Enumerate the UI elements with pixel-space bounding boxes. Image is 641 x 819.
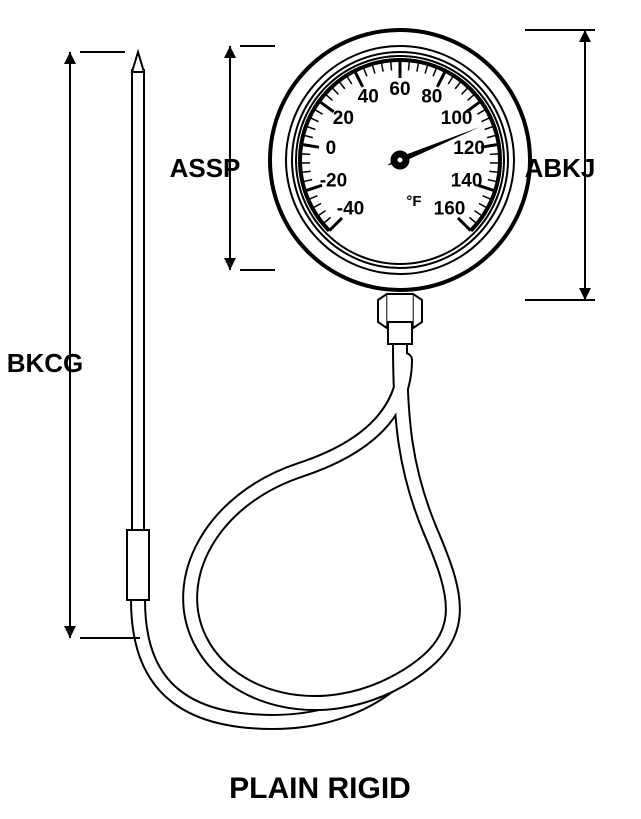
- svg-text:20: 20: [333, 108, 354, 129]
- svg-text:140: 140: [451, 171, 483, 192]
- svg-text:ABKJ: ABKJ: [525, 153, 596, 183]
- svg-text:ASSP: ASSP: [170, 153, 241, 183]
- svg-text:100: 100: [441, 108, 473, 129]
- diagram: -40 -20 0 2040 60 80100 120 140 160 °F BKCG ASSP ABK…: [0, 0, 641, 819]
- svg-text:0: 0: [326, 138, 337, 159]
- svg-text:-40: -40: [337, 199, 364, 220]
- svg-text:80: 80: [421, 87, 442, 108]
- svg-text:40: 40: [358, 87, 379, 108]
- dim-assp: ASSP: [170, 46, 275, 270]
- svg-text:60: 60: [389, 79, 410, 100]
- svg-text:120: 120: [453, 138, 485, 159]
- svg-text:PLAIN RIGID: PLAIN RIGID: [229, 772, 411, 805]
- svg-text:°F: °F: [406, 193, 421, 210]
- dim-abkj: ABKJ: [525, 30, 596, 300]
- svg-text:BKCG: BKCG: [7, 348, 84, 378]
- gauge: -40 -20 0 2040 60 80100 120 140 160 °F: [270, 30, 530, 290]
- svg-text:160: 160: [434, 199, 466, 220]
- dim-bkcg: BKCG: [7, 52, 140, 638]
- svg-text:-20: -20: [320, 171, 347, 192]
